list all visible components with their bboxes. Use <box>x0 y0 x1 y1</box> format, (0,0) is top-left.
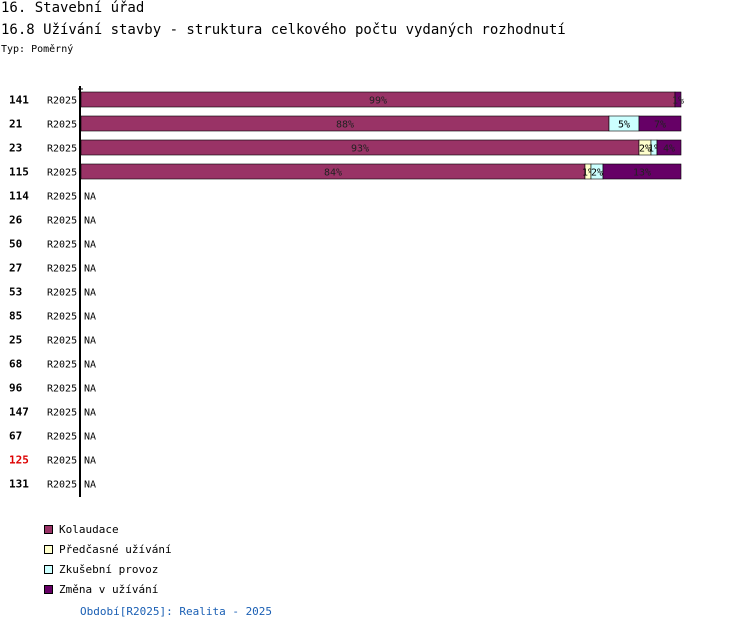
row-id-label: 25 <box>9 334 22 347</box>
legend-label: Zkušební provoz <box>59 562 159 576</box>
section-title: 16. Stavební úřad <box>1 0 145 16</box>
bar-segment <box>602 163 682 180</box>
row-period-label: R2025 <box>47 120 77 131</box>
data-label: 93% <box>351 144 369 155</box>
na-label: NA <box>84 456 96 467</box>
legend-label: Změna v užívání <box>59 582 159 596</box>
legend-item-kolaudace: Kolaudace <box>44 519 172 539</box>
data-label: 4% <box>663 144 675 155</box>
data-label: 88% <box>336 120 354 131</box>
row-period-label: R2025 <box>47 360 77 371</box>
row-period-label: R2025 <box>47 480 77 491</box>
na-label: NA <box>84 336 96 347</box>
row-id-label: 114 <box>9 190 29 203</box>
row-id-label: 50 <box>9 238 22 251</box>
row-id-label: 26 <box>9 214 23 227</box>
na-label: NA <box>84 288 96 299</box>
legend-swatch <box>44 564 53 574</box>
bar-segment <box>656 139 682 156</box>
legend-swatch <box>44 584 53 594</box>
legend-item-zmena: Změna v užívání <box>44 579 172 599</box>
row-period-label: R2025 <box>47 240 77 251</box>
bar-segment <box>638 115 682 132</box>
row-id-label: 125 <box>9 454 29 467</box>
data-label: 13% <box>633 168 651 179</box>
chart-title: 16.8 Užívání stavby - struktura celkovéh… <box>1 22 566 38</box>
row-id-label: 21 <box>9 118 23 131</box>
data-label: 1% <box>582 168 594 179</box>
na-label: NA <box>84 216 96 227</box>
row-period-label: R2025 <box>47 144 77 155</box>
row-period-label: R2025 <box>47 192 77 203</box>
row-period-label: R2025 <box>47 312 77 323</box>
legend-item-predcasne: Předčasné užívání <box>44 539 172 559</box>
row-period-label: R2025 <box>47 168 77 179</box>
row-id-label: 27 <box>9 262 22 275</box>
row-period-label: R2025 <box>47 456 77 467</box>
type-label: Typ: Poměrný <box>1 44 74 55</box>
legend-label: Předčasné užívání <box>59 542 172 556</box>
na-label: NA <box>84 240 96 251</box>
row-id-label: 68 <box>9 358 22 371</box>
row-id-label: 23 <box>9 142 22 155</box>
legend-swatch <box>44 524 53 534</box>
legend-swatch <box>44 544 53 554</box>
na-label: NA <box>84 192 96 203</box>
row-id-label: 141 <box>9 94 29 107</box>
data-label: 84% <box>324 168 342 179</box>
row-id-label: 53 <box>9 286 22 299</box>
na-label: NA <box>84 264 96 275</box>
data-label: 5% <box>618 120 630 131</box>
na-label: NA <box>84 480 96 491</box>
bar-segment <box>674 91 682 108</box>
data-label: 1% <box>672 96 684 107</box>
na-label: NA <box>84 432 96 443</box>
data-label: 2% <box>639 144 651 155</box>
row-id-label: 85 <box>9 310 22 323</box>
row-id-label: 131 <box>9 478 29 491</box>
row-period-label: R2025 <box>47 264 77 275</box>
row-period-label: R2025 <box>47 96 77 107</box>
na-label: NA <box>84 360 96 371</box>
na-label: NA <box>84 384 96 395</box>
row-period-label: R2025 <box>47 336 77 347</box>
na-label: NA <box>84 408 96 419</box>
row-period-label: R2025 <box>47 432 77 443</box>
data-label: 7% <box>654 120 666 131</box>
na-label: NA <box>84 312 96 323</box>
row-id-label: 115 <box>9 166 29 179</box>
legend-label: Kolaudace <box>59 522 119 536</box>
row-id-label: 96 <box>9 382 23 395</box>
data-label: 99% <box>369 96 387 107</box>
row-period-label: R2025 <box>47 408 77 419</box>
row-period-label: R2025 <box>47 288 77 299</box>
stacked-bar-chart: 141 R2025 99% 1%21 R2025 88% 5% 7%23 R2025 93% 2%1… <box>9 86 684 497</box>
row-id-label: 67 <box>9 430 22 443</box>
row-period-label: R2025 <box>47 384 77 395</box>
period-note: Období[R2025]: Realita - 2025 <box>80 605 273 618</box>
row-id-label: 147 <box>9 406 29 419</box>
data-label: 2% <box>591 168 603 179</box>
data-label: 1% <box>648 144 660 155</box>
row-period-label: R2025 <box>47 216 77 227</box>
legend-item-zkusebni: Zkušební provoz <box>44 559 172 579</box>
legend: Kolaudace Předčasné užívání Zkušební pro… <box>44 519 172 599</box>
